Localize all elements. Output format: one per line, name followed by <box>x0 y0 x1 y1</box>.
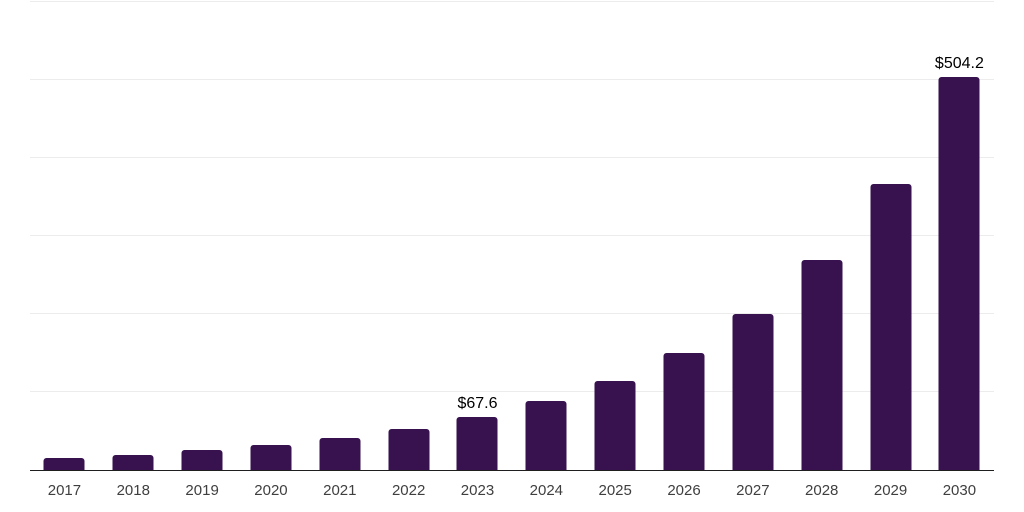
data-label-2030: $504.2 <box>934 54 984 72</box>
x-tick-label-2019: 2019 <box>185 482 219 499</box>
bar-column-2022 <box>374 2 443 470</box>
gridline-300 <box>30 234 994 236</box>
bar-2019 <box>181 450 223 470</box>
gridline-600 <box>30 1 994 2</box>
bar-2017 <box>43 457 85 470</box>
bar-2029 <box>870 184 912 470</box>
data-label-2023: $67.6 <box>457 394 498 412</box>
bar-column-2029 <box>856 2 925 470</box>
bar-2025 <box>594 381 636 470</box>
x-tick-label-2022: 2022 <box>391 482 426 499</box>
gridline-200 <box>30 312 994 314</box>
gridline-400 <box>30 156 994 158</box>
bar-column-2018 <box>99 2 168 470</box>
bar-2027 <box>732 313 774 470</box>
x-tick-label-2026: 2026 <box>667 482 701 499</box>
x-axis-labels: 2017 2018 2019 2020 2021 2022 2023 2024 2025 2026… <box>30 482 994 499</box>
x-tick-label-2023: 2023 <box>460 482 495 499</box>
x-tick-label-2027: 2027 <box>736 482 770 499</box>
bar-2028 <box>801 259 843 470</box>
bar-column-2019 <box>168 2 237 470</box>
bar-2020 <box>250 444 292 470</box>
x-tick-label-2030: 2030 <box>942 482 977 499</box>
bar-2021 <box>319 438 361 470</box>
bar-column-2020 <box>237 2 306 470</box>
bar-column-2027 <box>718 2 787 470</box>
bar-column-2023: $67.6 <box>443 2 512 470</box>
x-tick-label-2025: 2025 <box>598 482 632 499</box>
plot-area: $67.6 $504.2 <box>30 1 994 472</box>
bar-2018 <box>112 455 154 470</box>
bar-column-2028 <box>787 2 856 470</box>
x-tick-label-2020: 2020 <box>254 482 288 499</box>
bar-2030 <box>938 76 980 470</box>
bar-column-2017 <box>30 2 99 470</box>
gridline-100 <box>30 390 994 392</box>
x-tick-label-2029: 2029 <box>873 482 908 499</box>
gridline-500 <box>30 78 994 80</box>
x-tick-label-2017: 2017 <box>47 482 82 499</box>
bar-2022 <box>388 429 430 470</box>
bar-2024 <box>525 400 567 470</box>
x-tick-label-2024: 2024 <box>529 482 564 499</box>
bars-layer: $67.6 $504.2 <box>30 2 994 470</box>
x-axis-line <box>30 469 994 472</box>
bar-column-2030: $504.2 <box>925 2 994 470</box>
bar-column-2024 <box>512 2 581 470</box>
bar-column-2026 <box>650 2 719 470</box>
x-tick-label-2021: 2021 <box>323 482 357 499</box>
bar-column-2025 <box>581 2 650 470</box>
bar-column-2021 <box>305 2 374 470</box>
x-tick-label-2018: 2018 <box>116 482 150 499</box>
x-tick-label-2028: 2028 <box>805 482 839 499</box>
bar-2023 <box>456 416 498 470</box>
bar-2026 <box>663 352 705 470</box>
